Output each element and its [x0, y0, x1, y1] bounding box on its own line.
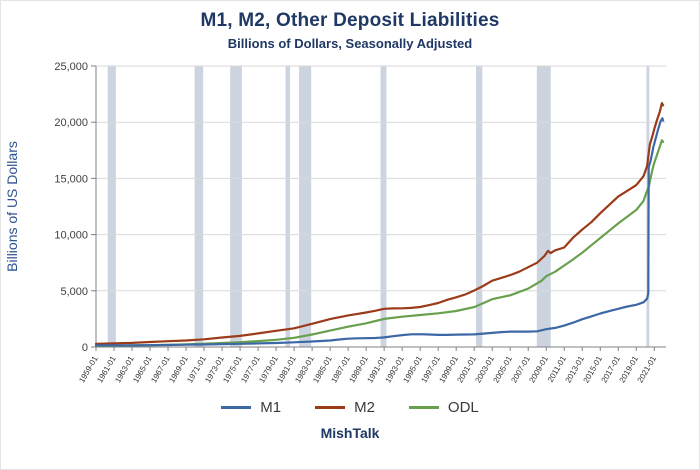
legend-label-m1: M1: [260, 399, 282, 416]
recession-band: [194, 66, 204, 347]
legend-item-m1[interactable]: M1: [221, 399, 281, 416]
chart-legend: M1 M2 ODL: [1, 399, 699, 416]
series-line-odl: [94, 139, 665, 347]
legend-label-odl: ODL: [447, 399, 479, 416]
recession-band: [230, 66, 242, 347]
recession-band: [536, 66, 551, 347]
recession-band: [380, 66, 387, 347]
chart-plot: 05,00010,00015,00020,00025,0001959-01196…: [4, 61, 666, 384]
y-tick-label: 20,000: [54, 117, 88, 129]
chart-title: M1, M2, Other Deposit Liabilities: [200, 10, 500, 31]
recession-band: [285, 66, 291, 347]
legend-item-m2[interactable]: M2: [315, 399, 375, 416]
legend-swatch-odl: [408, 406, 439, 409]
brand-footer: MishTalk: [320, 425, 380, 441]
recession-band: [476, 66, 483, 347]
series-line-m1: [94, 117, 665, 347]
legend-swatch-m1: [221, 406, 252, 409]
y-axis-title: Billions of US Dollars: [4, 141, 20, 272]
recession-band: [107, 66, 116, 347]
y-tick-label: 15,000: [54, 173, 88, 185]
chart-subtitle: Billions of Dollars, Seasonally Adjusted: [227, 36, 473, 51]
y-tick-label: 10,000: [54, 230, 88, 242]
legend-label-m2: M2: [354, 399, 375, 416]
series-line-m2: [94, 101, 665, 345]
recession-band: [299, 66, 312, 347]
y-tick-label: 5,000: [60, 286, 88, 298]
legend-item-odl[interactable]: ODL: [408, 399, 479, 416]
legend-swatch-m2: [315, 406, 346, 409]
y-tick-label: 0: [82, 342, 88, 354]
y-tick-label: 25,000: [54, 61, 88, 73]
